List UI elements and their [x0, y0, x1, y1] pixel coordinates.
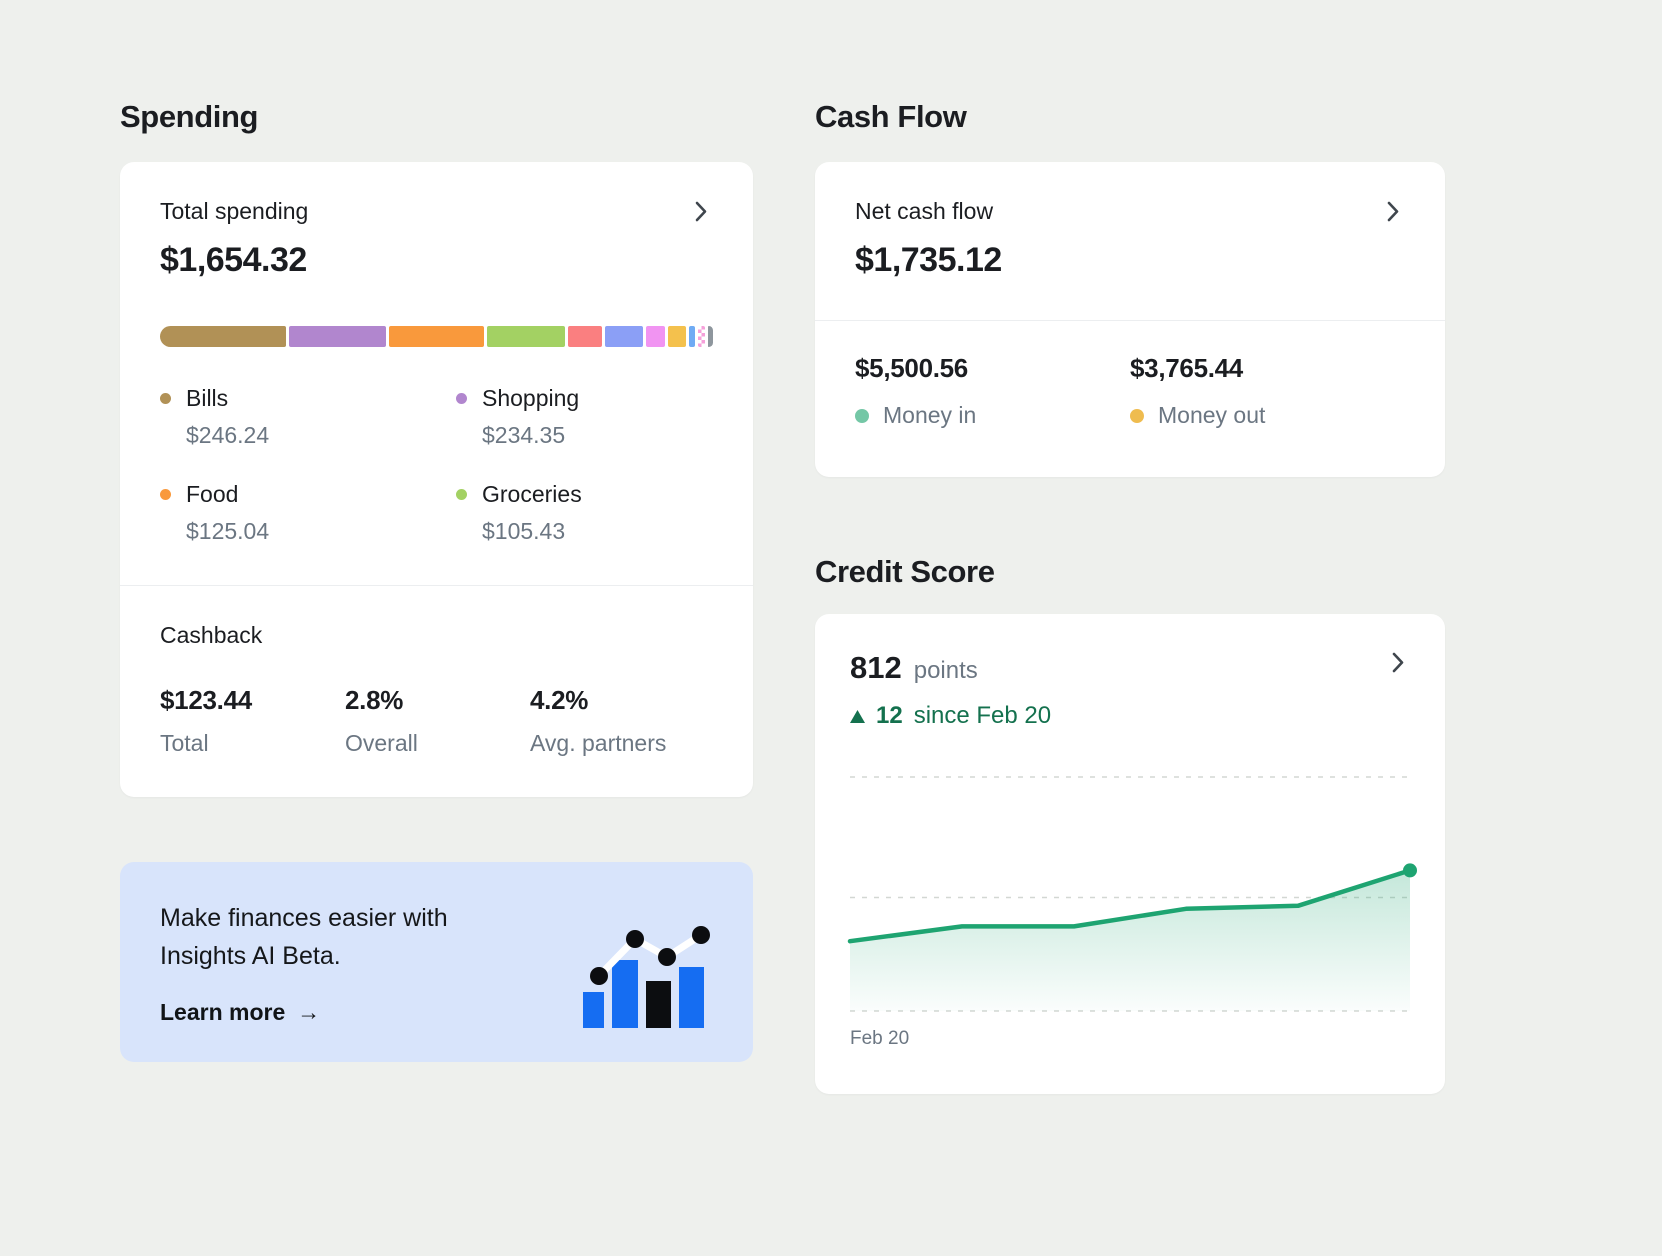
- cashback-title: Cashback: [160, 622, 263, 648]
- credit-score-chart: [847, 776, 1417, 1012]
- credit-score-line: 812 points: [850, 650, 978, 686]
- spending-heading: Spending: [120, 99, 259, 134]
- total-spending-label: Total spending: [160, 198, 309, 224]
- banner-text-block: Make finances easier with Insights AI Be…: [160, 899, 448, 1026]
- bar-chart-illustration: [583, 926, 710, 1028]
- credit-score-header[interactable]: 812 points: [850, 650, 1410, 686]
- bar-segment-other-2: [604, 326, 643, 347]
- bar-segment-other-5: [689, 326, 695, 347]
- arrow-right-icon: →: [297, 998, 321, 1025]
- legend-item: Bills $246.24: [160, 385, 456, 449]
- x-axis-label: Feb 20: [850, 1028, 910, 1049]
- total-spending-section: Total spending $1,654.32 Bills $246.24 Sho…: [120, 162, 753, 585]
- banner-line-1: Make finances easier with: [160, 903, 448, 932]
- chevron-right-icon[interactable]: [1386, 650, 1410, 674]
- total-spending-value: $1,654.32: [160, 241, 307, 279]
- cashback-stat: $123.44 Total: [160, 685, 345, 757]
- legend-item: Shopping $234.35: [456, 385, 713, 449]
- stat-label: Overall: [345, 730, 418, 756]
- legend-value: $105.43: [482, 518, 566, 544]
- cashflow-stat-value: $3,765.44: [1130, 353, 1243, 383]
- bar-segment-groceries: [487, 326, 566, 347]
- stat-value: 4.2%: [530, 685, 589, 715]
- cashflow-credit-column: Cash Flow Net cash flow $1,735.12 $5,500…: [815, 97, 1445, 1094]
- legend-value: $234.35: [482, 422, 566, 448]
- triangle-up-icon: [850, 709, 865, 723]
- credit-score-value: 812: [850, 650, 902, 685]
- cashflow-dot: [1130, 408, 1144, 423]
- cashflow-card: Net cash flow $1,735.12 $5,500.56 Money i…: [815, 162, 1445, 477]
- net-cashflow-section: Net cash flow $1,735.12: [815, 162, 1445, 320]
- total-spending-header[interactable]: Total spending: [160, 198, 713, 225]
- cashflow-stat-label: Money out: [1158, 402, 1266, 428]
- card-divider: [120, 585, 753, 586]
- credit-score-chart-area: Feb 20: [847, 776, 1417, 1050]
- credit-score-heading: Credit Score: [815, 554, 995, 589]
- bar-segment-other-6: [697, 326, 706, 347]
- cashflow-stat-label: Money in: [883, 402, 977, 428]
- legend-label: Bills: [186, 385, 229, 411]
- bar-segment-other-3: [645, 326, 665, 347]
- stat-label: Total: [160, 730, 209, 756]
- learn-more-label: Learn more: [160, 998, 286, 1025]
- legend-label: Shopping: [482, 385, 580, 411]
- credit-score-delta: 12 since Feb 20: [850, 702, 1410, 730]
- net-cashflow-header[interactable]: Net cash flow: [855, 198, 1405, 225]
- legend-label: Groceries: [482, 481, 582, 507]
- cashback-stat: 2.8% Overall: [345, 685, 530, 757]
- legend-value: $125.04: [186, 518, 270, 544]
- chevron-right-icon[interactable]: [689, 200, 713, 224]
- cashflow-stat-value: $5,500.56: [855, 353, 968, 383]
- stat-label: Avg. partners: [530, 730, 667, 756]
- bar-segment-other-1: [568, 326, 602, 347]
- chevron-right-icon[interactable]: [1381, 200, 1405, 224]
- cashflow-stat: $3,765.44 Money out: [1130, 353, 1405, 429]
- cashback-stat: 4.2% Avg. partners: [530, 685, 666, 757]
- legend-item: Food $125.04: [160, 481, 456, 545]
- finance-dashboard: Spending Total spending $1,654.32 Bills $…: [120, 97, 1445, 1094]
- card-divider: [815, 320, 1445, 321]
- insights-ai-banner[interactable]: Make finances easier with Insights AI Be…: [120, 862, 753, 1062]
- legend-dot: [160, 393, 171, 404]
- stat-value: 2.8%: [345, 685, 404, 715]
- money-in-out-section: $5,500.56 Money in $3,765.44 Money out: [815, 321, 1445, 471]
- bar-segment-other-7: [708, 326, 714, 347]
- legend-dot: [456, 393, 467, 404]
- bar-segment-shopping: [289, 326, 387, 347]
- spending-legend: Bills $246.24 Shopping $234.35 Food $125.04 Gr…: [160, 385, 713, 545]
- legend-value: $246.24: [186, 422, 270, 448]
- spending-category-bar: [160, 326, 714, 347]
- stat-value: $123.44: [160, 685, 252, 715]
- delta-text: since Feb 20: [913, 702, 1052, 729]
- net-cashflow-label: Net cash flow: [855, 198, 994, 224]
- cashflow-heading: Cash Flow: [815, 99, 967, 134]
- spending-column: Spending Total spending $1,654.32 Bills $…: [120, 97, 753, 1094]
- bar-segment-bills: [160, 326, 287, 347]
- spending-card: Total spending $1,654.32 Bills $246.24 Sho…: [120, 162, 753, 797]
- net-cashflow-value: $1,735.12: [855, 241, 1002, 279]
- learn-more-link[interactable]: Learn more →: [160, 999, 448, 1026]
- cashback-section: Cashback $123.44 Total 2.8% Overall 4.2% Avg.…: [120, 586, 753, 797]
- banner-message: Make finances easier with Insights AI Be…: [160, 899, 448, 975]
- credit-score-card: 812 points 12 since Feb 20 Feb 20: [815, 614, 1445, 1094]
- legend-dot: [456, 489, 467, 500]
- cashflow-stat: $5,500.56 Money in: [855, 353, 1130, 429]
- banner-line-2: Insights AI Beta.: [160, 941, 341, 970]
- delta-value: 12: [876, 702, 903, 729]
- bar-segment-food: [389, 326, 485, 347]
- bar-segment-other-4: [667, 326, 687, 347]
- legend-label: Food: [186, 481, 239, 507]
- legend-dot: [160, 489, 171, 500]
- cashback-stats: $123.44 Total 2.8% Overall 4.2% Avg. partners: [160, 685, 713, 757]
- chart-end-point: [1403, 863, 1417, 878]
- legend-item: Groceries $105.43: [456, 481, 713, 545]
- cashflow-dot: [855, 408, 869, 423]
- credit-score-unit: points: [913, 657, 978, 684]
